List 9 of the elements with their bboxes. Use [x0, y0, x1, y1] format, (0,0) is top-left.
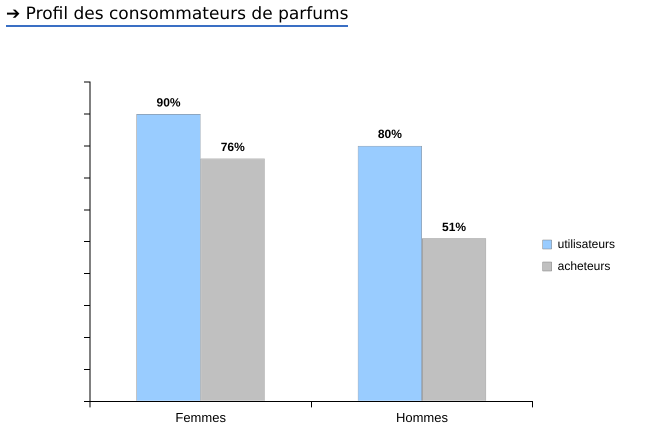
data-label: 80% — [378, 127, 402, 142]
x-tick-label: Hommes — [396, 410, 448, 425]
chart-title: ➔ Profil des consommateurs de parfums — [6, 4, 348, 27]
data-label: 51% — [442, 220, 466, 234]
legend-label: utilisateurs — [558, 236, 615, 251]
data-label: 76% — [220, 140, 246, 154]
data-label: 90% — [156, 95, 181, 110]
x-tick-label: Femmes — [175, 410, 226, 425]
legend-label: acheteurs — [558, 258, 610, 273]
